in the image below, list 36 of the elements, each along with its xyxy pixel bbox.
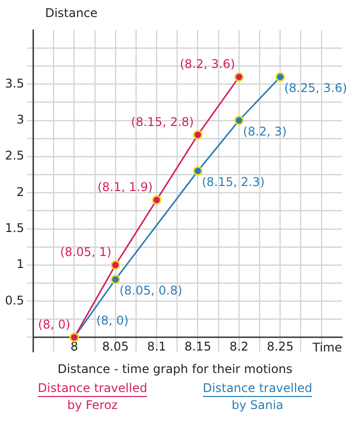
y-tick-label: 2.5 xyxy=(4,148,24,163)
text: Distance travelled by Feroz xyxy=(36,380,148,413)
point xyxy=(193,130,203,140)
data-label: (8.15, 2.3) xyxy=(202,175,265,190)
data-label: (8.1, 1.9) xyxy=(97,180,153,194)
y-axis-title: Distance xyxy=(45,6,98,20)
point xyxy=(275,72,285,82)
x-tick-label: 8.1 xyxy=(147,340,166,354)
x-tick-label: 8.2 xyxy=(229,340,249,354)
text: Distance travelled by Sania xyxy=(202,380,314,413)
point xyxy=(110,274,120,284)
point xyxy=(152,195,162,205)
y-tick-label: 3.5 xyxy=(4,76,24,90)
data-label: (8.25, 3.6) xyxy=(284,81,348,96)
y-tick-label: 2 xyxy=(16,184,24,199)
data-label: (8.2, 3.6) xyxy=(180,57,236,72)
data-label: (8.2, 3) xyxy=(243,124,287,139)
point xyxy=(110,260,120,270)
x-axis-title: Time xyxy=(312,340,342,354)
x-tick-label: 8 xyxy=(70,340,78,354)
data-label: (8, 0) xyxy=(38,317,70,332)
data-label: (8, 0) xyxy=(96,313,129,328)
y-tick-label: 3 xyxy=(16,112,24,127)
y-tick-label: 0.5 xyxy=(4,293,24,308)
x-tick-label: 8.05 xyxy=(102,340,129,354)
point xyxy=(234,72,244,82)
point xyxy=(193,166,203,176)
y-tick-label: 1 xyxy=(16,257,24,272)
y-tick-label: 1.5 xyxy=(4,220,24,235)
text: Distance - time graph for their motions xyxy=(56,362,294,376)
data-label: (8.05, 1) xyxy=(60,245,112,260)
point xyxy=(234,116,244,126)
x-tick-label: 8.15 xyxy=(184,340,212,354)
data-label: (8.15, 2.8) xyxy=(131,114,194,129)
data-label: (8.05, 0.8) xyxy=(119,284,182,298)
x-tick-label: 8.25 xyxy=(266,340,294,354)
